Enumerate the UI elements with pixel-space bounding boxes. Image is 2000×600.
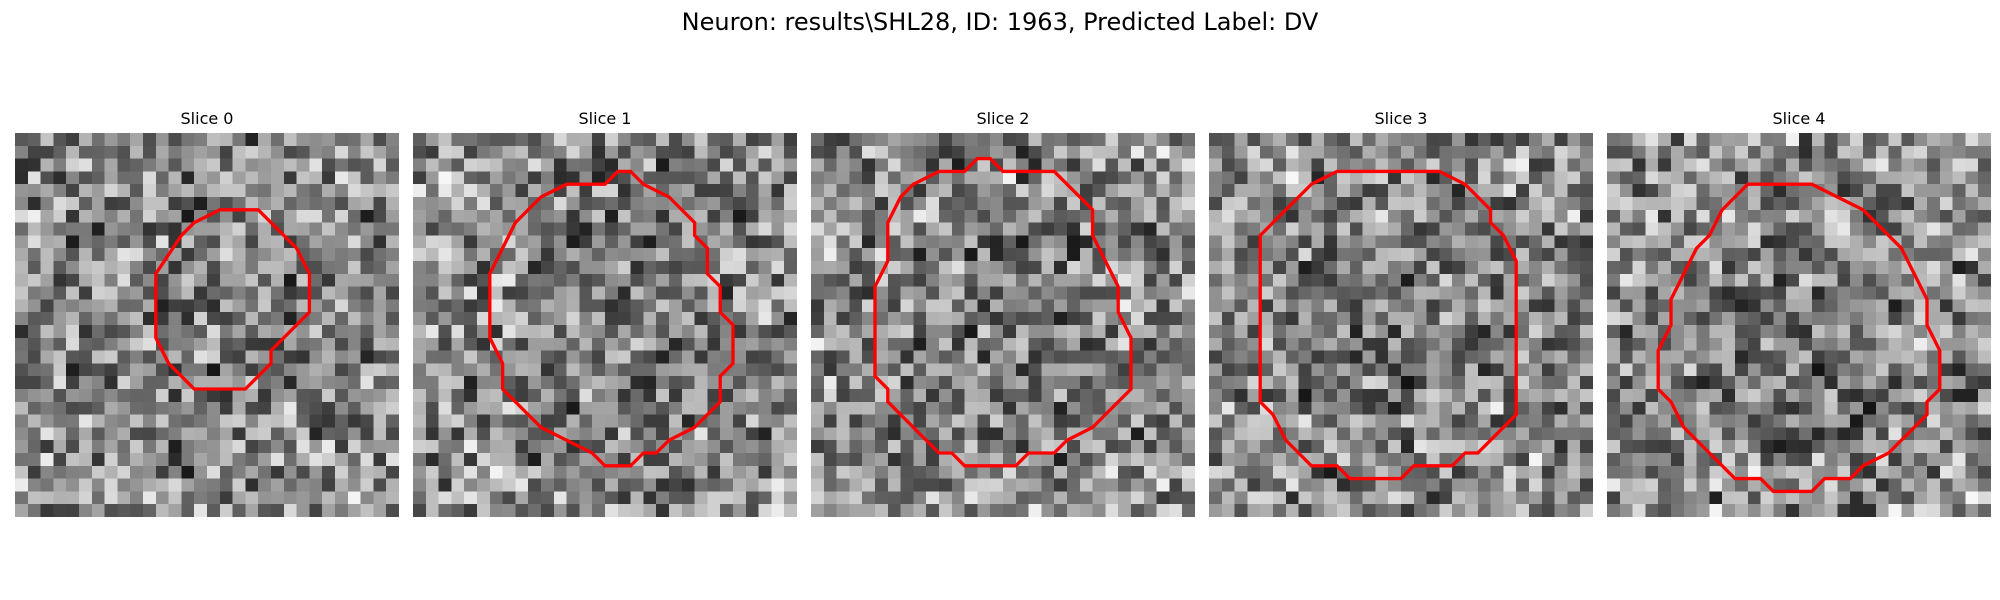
slice-image [1607,133,1991,517]
slice-panel-0: Slice 0 [15,108,399,517]
slice-title: Slice 2 [976,109,1030,128]
neuron-contour [1258,169,1518,481]
slice-image [1209,133,1593,517]
slice-title: Slice 3 [1374,109,1428,128]
neuron-contour [154,208,312,391]
slice-image [15,133,399,517]
slice-title: Slice 4 [1772,109,1826,128]
slice-panel-2: Slice 2 [811,108,1195,517]
neuron-contour [873,156,1133,468]
slice-title: Slice 1 [578,109,632,128]
slice-panel-3: Slice 3 [1209,108,1593,517]
slice-image [413,133,797,517]
figure-title: Neuron: results\SHL28, ID: 1963, Predict… [681,8,1319,36]
slice-title: Slice 0 [180,109,234,128]
slice-panel-1: Slice 1 [413,108,797,517]
slice-image [811,133,1195,517]
neuron-contour [488,169,735,468]
neuron-contour [1656,182,1942,494]
slice-panel-4: Slice 4 [1607,108,1991,517]
